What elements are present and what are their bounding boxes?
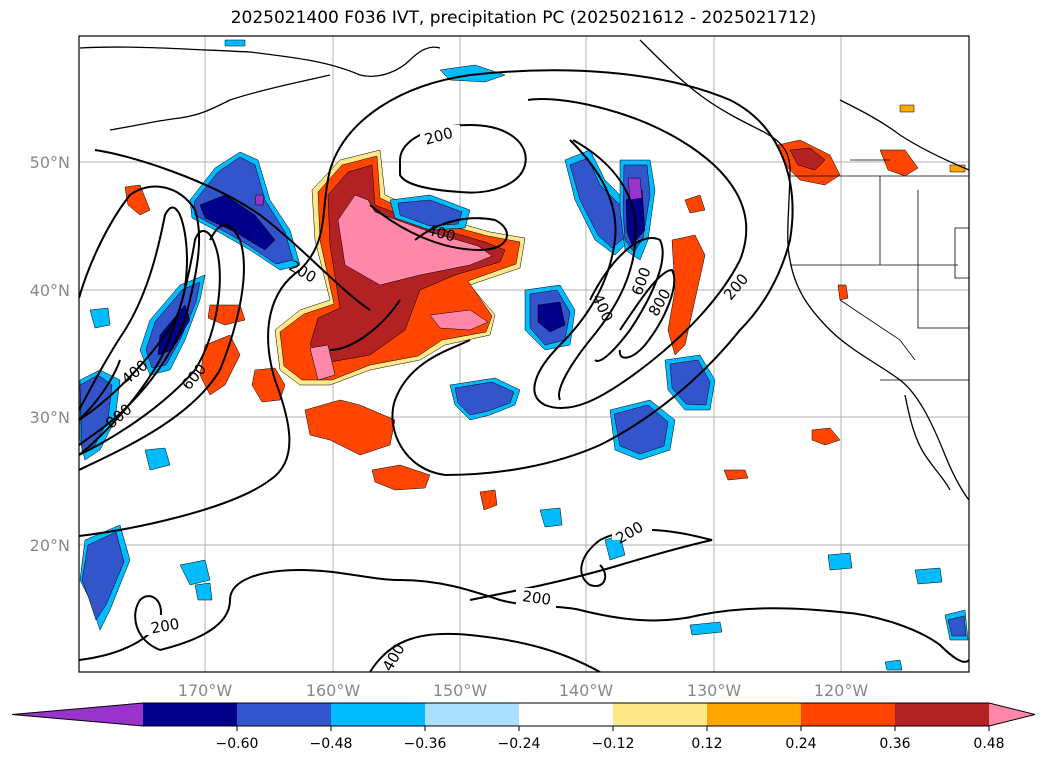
map-title: 2025021400 F036 IVT, precipitation PC (2… (230, 8, 817, 28)
colorbar-segment (707, 703, 802, 726)
colorbar-segment (895, 703, 990, 726)
lat-label: 50°N (30, 153, 70, 172)
colorbar-segment (801, 703, 896, 726)
colorbar-segment (237, 703, 332, 726)
colorbar-tick-label: −0.48 (310, 736, 353, 752)
lat-label: 30°N (30, 408, 70, 427)
lon-label: 170°W (178, 681, 233, 700)
boundaries (790, 159, 969, 381)
colorbar-tick-label: −0.60 (216, 736, 259, 752)
colorbar-tick-label: 0.36 (879, 736, 910, 752)
map-frame (78, 35, 970, 673)
colorbar-segment (143, 703, 238, 726)
colorbar-tick-label: 0.24 (785, 736, 816, 752)
contour-label: 200 (149, 615, 180, 638)
lat-label: 20°N (30, 536, 70, 555)
lon-label: 140°W (559, 681, 614, 700)
longitude-labels: 170°W 160°W 150°W 140°W 130°W 120°W (178, 681, 869, 700)
colorbar-outline (11, 702, 1036, 727)
colorbar-tick-label: 0.12 (691, 736, 722, 752)
colorbar-tick-label: −0.24 (498, 736, 541, 752)
colorbar: −0.60 −0.48 −0.36 −0.24 −0.12 0.12 0.24 0.36 0.4… (11, 702, 1036, 752)
coastlines (79, 39, 969, 501)
contour-label: 400 (379, 641, 409, 675)
lon-label: 130°W (687, 681, 742, 700)
colorbar-segment (613, 703, 708, 726)
lon-label: 120°W (814, 681, 869, 700)
latitude-labels: 50°N 40°N 30°N 20°N (30, 153, 70, 555)
contour-label: 200 (521, 587, 552, 609)
ivt-contours (79, 69, 969, 672)
colorbar-segment (331, 703, 426, 726)
colorbar-tick-label: −0.36 (404, 736, 447, 752)
gridlines (79, 36, 969, 672)
lon-label: 160°W (306, 681, 361, 700)
contour-label: 400 (588, 291, 616, 325)
colorbar-tick-label: 0.48 (973, 736, 1004, 752)
contour-label: 200 (720, 270, 752, 304)
colorbar-segment (519, 703, 614, 726)
colorbar-extend-low (12, 703, 143, 726)
lon-label: 150°W (433, 681, 488, 700)
colorbar-tick-label: −0.12 (592, 736, 635, 752)
lat-label: 40°N (30, 281, 70, 300)
colorbar-extend-high (989, 703, 1035, 726)
positive-anomaly-region (124, 104, 966, 511)
colorbar-segment (425, 703, 520, 726)
